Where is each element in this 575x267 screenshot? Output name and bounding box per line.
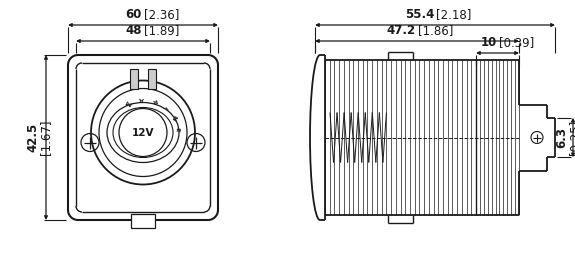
Text: [2.18]: [2.18]: [436, 8, 472, 21]
Text: I: I: [163, 104, 168, 109]
Text: A: A: [139, 96, 144, 101]
Text: 60: 60: [125, 8, 142, 21]
Text: 42.5: 42.5: [26, 123, 39, 152]
Bar: [130, 69, 138, 88]
Text: M: M: [125, 98, 133, 105]
Text: 48: 48: [125, 24, 142, 37]
Text: 12V: 12V: [132, 128, 154, 139]
Text: [0.39]: [0.39]: [499, 36, 534, 49]
Text: [0.25]: [0.25]: [568, 120, 575, 155]
Text: [1.89]: [1.89]: [144, 24, 179, 37]
Text: 55.4: 55.4: [405, 8, 434, 21]
Text: [1.86]: [1.86]: [418, 24, 453, 37]
Text: 10: 10: [480, 36, 496, 49]
Text: [2.36]: [2.36]: [144, 8, 179, 21]
Text: N: N: [170, 113, 177, 121]
Text: E: E: [174, 127, 179, 132]
Bar: [131, 214, 155, 228]
Bar: [148, 69, 156, 88]
Text: [1.67]: [1.67]: [39, 120, 52, 155]
Text: R: R: [151, 97, 157, 104]
Text: 47.2: 47.2: [387, 24, 416, 37]
Circle shape: [119, 108, 167, 156]
Text: 6.3: 6.3: [555, 127, 568, 148]
